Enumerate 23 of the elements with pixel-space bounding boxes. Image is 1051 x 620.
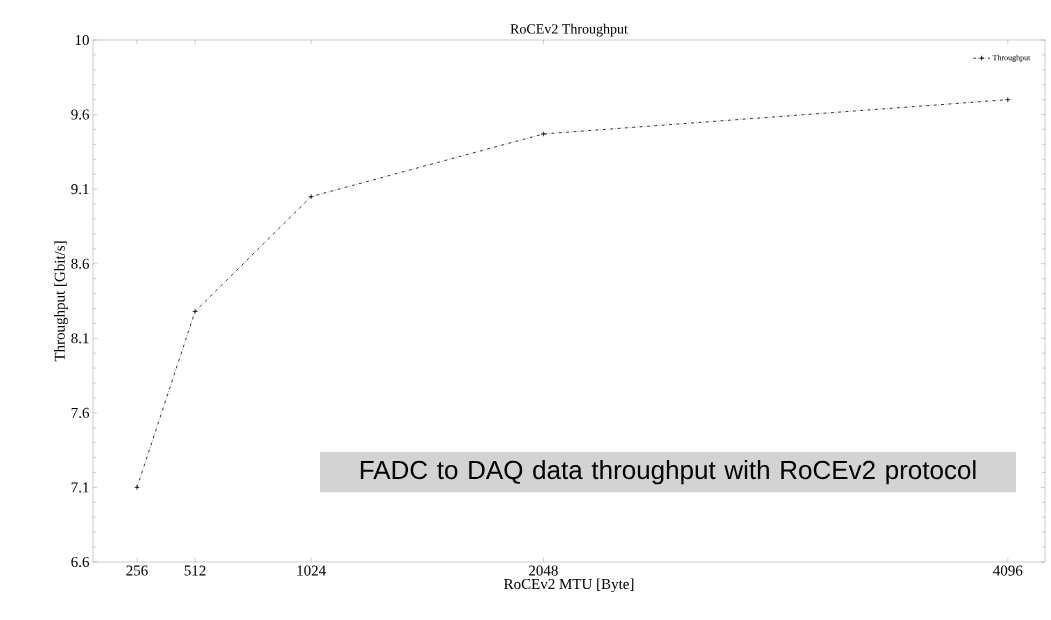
x-tick-label: 1024	[297, 565, 326, 576]
y-tick-label: 7.1	[71, 482, 89, 493]
x-axis-title: RoCEv2 MTU [Byte]	[504, 578, 634, 593]
x-tick-label: 256	[126, 565, 148, 576]
y-tick-label: 10	[75, 34, 89, 46]
x-tick-label: 2048	[529, 565, 558, 576]
point	[134, 484, 140, 491]
y-tick-label: 9.1	[71, 184, 89, 195]
y-tick-label: 8.1	[71, 333, 89, 344]
y-tick-label: 9.6	[71, 109, 90, 120]
point	[540, 131, 547, 137]
y-tick-label: 8.6	[71, 258, 90, 269]
point	[192, 308, 198, 315]
annotation: FADC to DAQ data throughput with RoCEv2 protocol	[360, 460, 976, 485]
point	[308, 193, 314, 200]
chart-title: RoCEv2 Throughput	[510, 23, 628, 37]
y-axis-title: Throughput [Gbit/s]	[54, 241, 68, 362]
x-tick-label: 512	[184, 565, 206, 576]
y-tick-label: 7.6	[71, 407, 90, 418]
legend-label: Throughput	[992, 54, 1031, 62]
x-tick-label: 4096	[993, 565, 1023, 576]
point	[1005, 96, 1011, 103]
y-tick-label: 6.6	[71, 556, 90, 568]
